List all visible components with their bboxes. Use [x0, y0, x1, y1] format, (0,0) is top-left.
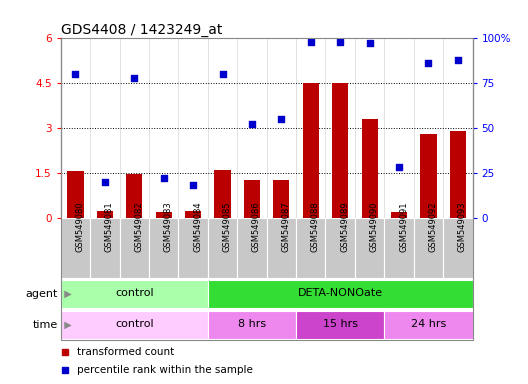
Point [248, 121, 256, 127]
Bar [156, 212, 172, 218]
Text: DETA-NONOate: DETA-NONOate [298, 288, 383, 298]
Text: GSM549080: GSM549080 [76, 202, 84, 252]
Point [101, 179, 109, 185]
Bar [119, 218, 149, 278]
Text: time: time [33, 320, 58, 330]
Bar [185, 211, 201, 218]
Bar [267, 218, 296, 278]
Bar [384, 311, 473, 339]
Bar [414, 218, 443, 278]
Bar [443, 218, 473, 278]
Bar [325, 218, 355, 278]
Text: GSM549086: GSM549086 [252, 202, 261, 252]
Point [307, 38, 315, 45]
Text: GSM549084: GSM549084 [193, 202, 202, 252]
Bar [244, 180, 260, 218]
Text: transformed count: transformed count [77, 348, 174, 358]
Text: control: control [115, 288, 154, 298]
Bar [208, 280, 473, 308]
Text: GSM549087: GSM549087 [281, 202, 290, 252]
Text: 24 hrs: 24 hrs [411, 319, 446, 329]
Bar [61, 311, 208, 339]
Text: GSM549085: GSM549085 [222, 202, 231, 252]
Bar [355, 218, 384, 278]
Point [277, 116, 286, 122]
Text: GSM549088: GSM549088 [311, 202, 320, 252]
Text: GSM549090: GSM549090 [370, 202, 379, 252]
Bar [332, 83, 348, 218]
Bar [274, 180, 289, 218]
Bar [149, 218, 178, 278]
Bar [450, 131, 466, 218]
Bar [208, 218, 237, 278]
Point [218, 71, 227, 77]
Bar [391, 212, 407, 218]
Text: GDS4408 / 1423249_at: GDS4408 / 1423249_at [61, 23, 222, 37]
Text: percentile rank within the sample: percentile rank within the sample [77, 365, 253, 375]
Bar [97, 211, 113, 218]
Text: GSM549093: GSM549093 [458, 202, 467, 252]
Text: GSM549092: GSM549092 [428, 202, 437, 252]
Point [454, 56, 462, 63]
Point [71, 71, 80, 77]
Text: GSM549081: GSM549081 [105, 202, 114, 252]
Text: control: control [115, 319, 154, 329]
Bar [68, 171, 83, 218]
Text: 8 hrs: 8 hrs [238, 319, 266, 329]
Bar [126, 174, 143, 218]
Bar [90, 218, 119, 278]
Bar [303, 83, 319, 218]
Point [395, 164, 403, 170]
Text: GSM549082: GSM549082 [134, 202, 143, 252]
Point [189, 182, 197, 189]
Point [336, 38, 344, 45]
Bar [214, 170, 231, 218]
Point [365, 40, 374, 46]
Bar [208, 311, 296, 339]
Bar [296, 218, 325, 278]
Point [130, 74, 138, 81]
Text: 15 hrs: 15 hrs [323, 319, 357, 329]
Text: GSM549089: GSM549089 [340, 202, 349, 252]
Text: agent: agent [26, 289, 58, 299]
Text: GSM549091: GSM549091 [399, 202, 408, 252]
Bar [61, 218, 90, 278]
Bar [237, 218, 267, 278]
Text: GSM549083: GSM549083 [164, 202, 173, 252]
Bar [178, 218, 208, 278]
Point [159, 175, 168, 181]
Point [424, 60, 432, 66]
Bar [420, 134, 437, 218]
Text: ▶: ▶ [58, 320, 72, 330]
Bar [61, 280, 208, 308]
Bar [296, 311, 384, 339]
Text: ▶: ▶ [58, 289, 72, 299]
Bar [384, 218, 414, 278]
Bar [362, 119, 378, 218]
